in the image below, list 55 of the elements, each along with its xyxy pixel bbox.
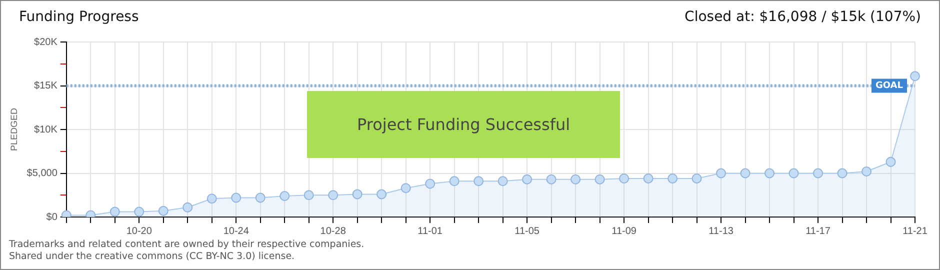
point [425, 178, 436, 189]
point [546, 174, 556, 184]
point [304, 190, 314, 200]
x-tick-label: 11-09 [612, 226, 637, 237]
ref-line-label: GOAL [876, 81, 904, 92]
text: Shared under the creative commons (CC BY-NC 3.0) license. [9, 251, 296, 263]
text: Trademarks and related content are owned by their respective companies. [9, 239, 366, 251]
point [788, 168, 799, 178]
point [643, 174, 654, 184]
status-banner: Project Funding Successful [307, 91, 620, 158]
x-tick-label: 10-24 [223, 226, 250, 237]
x-tick-label: 11-17 [806, 226, 831, 237]
point [668, 174, 678, 184]
point [449, 176, 460, 186]
point [692, 174, 702, 184]
chart-title: Funding Progress [19, 9, 139, 27]
point [400, 183, 411, 194]
point [522, 174, 532, 184]
point [352, 189, 362, 200]
point [862, 166, 872, 176]
point [328, 190, 338, 200]
point [474, 176, 484, 186]
x-tick-label: 10-20 [126, 226, 152, 237]
point [231, 192, 242, 203]
point [255, 192, 266, 203]
y-tick-label: $10K [34, 124, 58, 136]
y-tick-label: $5,000 [26, 168, 58, 179]
x-tick-label: 10-28 [320, 226, 346, 237]
point [716, 168, 726, 178]
point [837, 168, 848, 178]
point [813, 168, 824, 178]
point [158, 206, 168, 216]
point [280, 191, 290, 201]
y-tick-label: $15K [34, 80, 58, 92]
point [764, 168, 775, 178]
point [619, 174, 630, 184]
point [206, 194, 217, 204]
x-tick-label: 11-13 [708, 226, 734, 237]
x-tick-label: 11-01 [418, 226, 443, 237]
point [910, 71, 920, 82]
point [376, 189, 387, 200]
x-tick-label: 11-21 [902, 226, 928, 237]
point [110, 206, 120, 217]
point [498, 176, 508, 186]
y-axis-title: PLEDGED [8, 107, 19, 152]
chart-subtitle: Closed at: $16,098 / $15k (107%) [684, 9, 921, 27]
point [886, 156, 896, 167]
y-tick-label: $20K [34, 36, 58, 48]
point [740, 168, 750, 178]
point [570, 174, 581, 184]
x-tick-label: 11-05 [514, 226, 540, 237]
y-tick-label: $0 [46, 212, 58, 223]
point [594, 174, 605, 184]
point [134, 206, 144, 217]
point [182, 202, 193, 212]
